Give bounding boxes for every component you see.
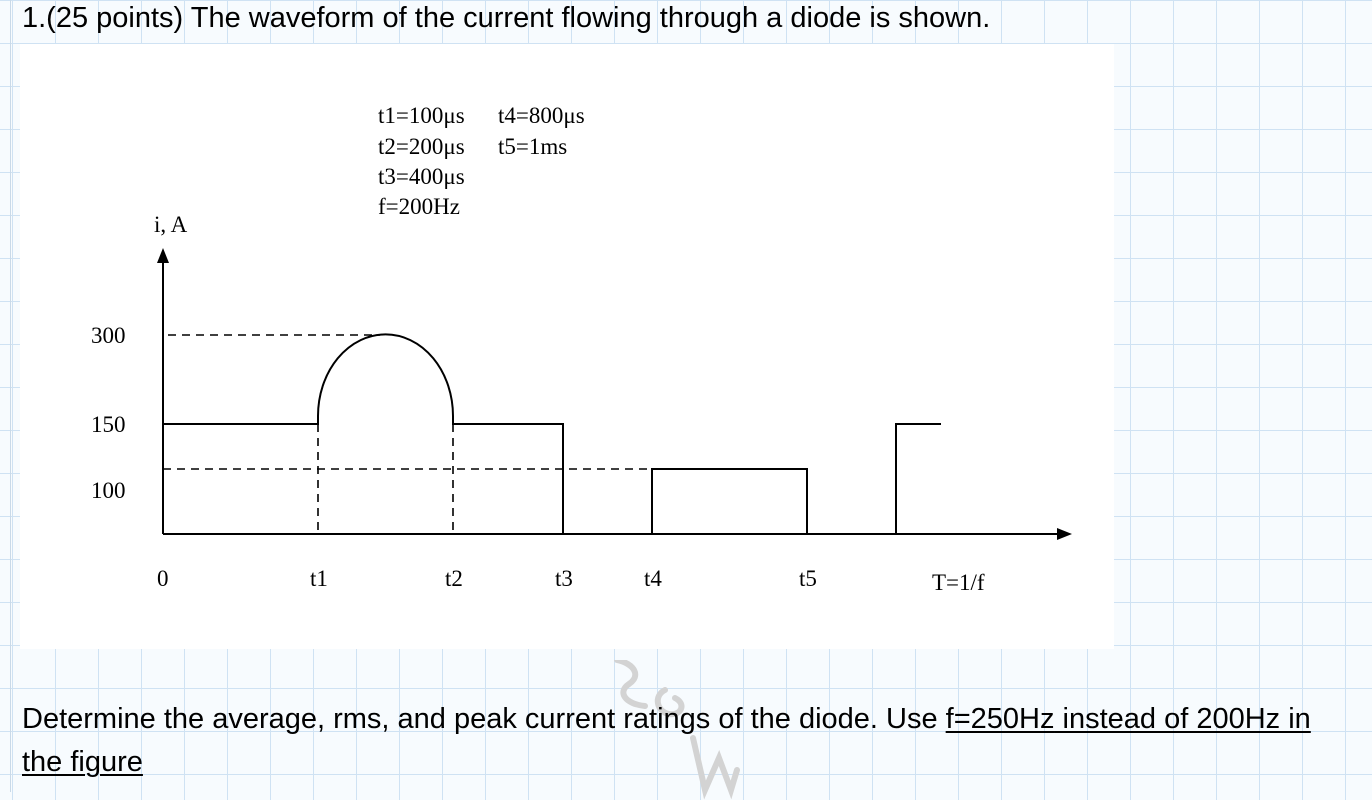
waveform-next-period <box>895 423 941 534</box>
param-t2: t2=200μs <box>378 134 465 159</box>
x-label-0: 0 <box>157 566 169 591</box>
waveform-figure: t1=100μs t2=200μs t3=400μs f=200Hz t4=80… <box>20 44 1114 649</box>
x-label-t5: t5 <box>799 566 817 591</box>
y-axis-label: i, A <box>154 212 188 237</box>
watermark-mark <box>614 660 740 800</box>
param-f: f=200Hz <box>378 194 460 219</box>
param-t1: t1=100μs <box>378 103 465 128</box>
y-level-100: 100 <box>91 478 126 503</box>
waveform-pulse-2 <box>651 468 808 534</box>
instead-of-note: instead of 200Hz in the figure <box>22 703 1311 778</box>
x-label-t3: t3 <box>555 566 573 591</box>
x-label-t1: t1 <box>310 566 328 591</box>
waveform-svg: t1=100μs t2=200μs t3=400μs f=200Hz t4=80… <box>91 103 1072 595</box>
x-label-period: T=1/f <box>932 570 985 595</box>
question-body: Determine the average, rms, and peak cur… <box>22 698 1352 784</box>
question-title: 1.(25 points) The waveform of the curren… <box>22 2 991 34</box>
param-t4: t4=800μs <box>498 103 585 128</box>
param-t5: t5=1ms <box>498 134 567 159</box>
question-body-text: Determine the average, rms, and peak cur… <box>22 703 946 735</box>
y-level-150: 150 <box>91 412 126 437</box>
frequency-override: f=250Hz <box>945 703 1055 735</box>
x-label-t4: t4 <box>644 566 662 591</box>
waveform-pulse-1 <box>163 333 564 534</box>
y-level-300: 300 <box>91 323 126 348</box>
x-axis-arrowhead <box>1057 528 1072 540</box>
param-t3: t3=400μs <box>378 164 465 189</box>
x-label-t2: t2 <box>445 566 463 591</box>
y-axis-arrowhead <box>157 248 169 263</box>
notebook-margin-line <box>10 0 11 792</box>
